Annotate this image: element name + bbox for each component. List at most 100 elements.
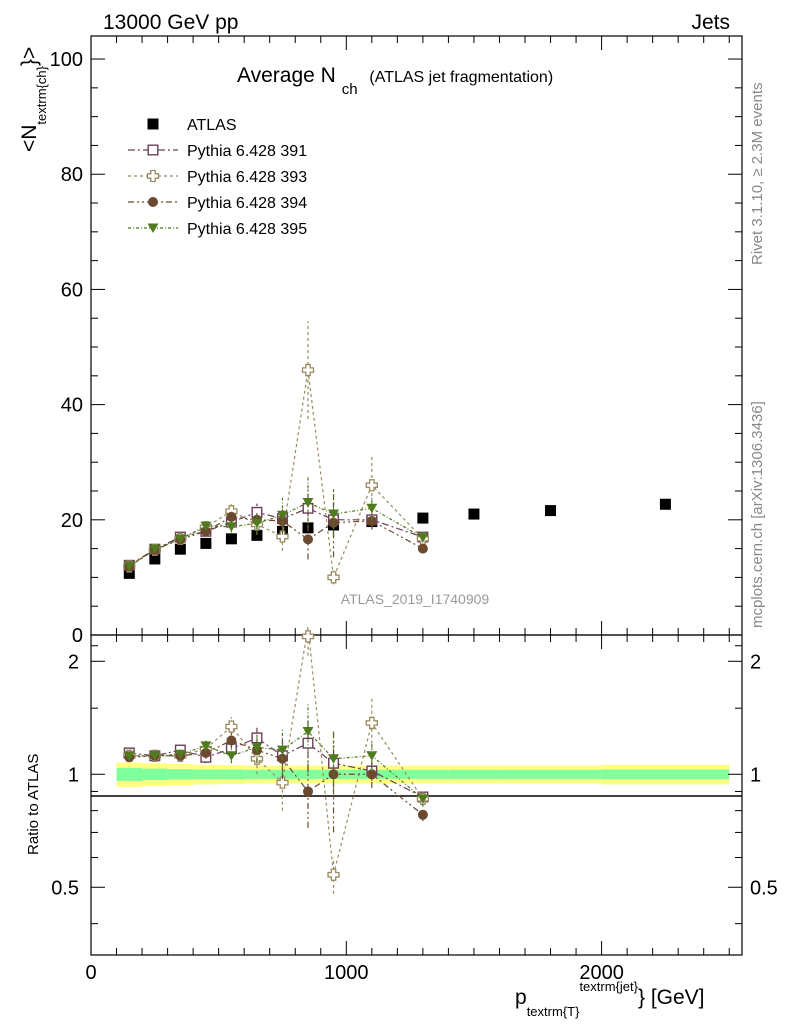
band-inner-segment — [397, 769, 449, 779]
ratio-point-pythia-6-428-393 — [365, 716, 378, 730]
point-pythia-6-428-395 — [276, 510, 288, 521]
y-tick-label: 0 — [72, 625, 83, 647]
ratio-point-pythia-6-428-393 — [301, 630, 315, 643]
ratio-line-pythia-6-428-395 — [129, 730, 424, 800]
series-line-pythia-6-428-391 — [128, 507, 424, 566]
ratio-point-pythia-6-428-395 — [200, 741, 212, 751]
legend-marker-pythia-6-428-393 — [146, 169, 160, 183]
title-sub: ch — [342, 81, 358, 98]
point-pythia-6-428-394 — [417, 543, 428, 554]
band-inner-segment — [601, 769, 730, 780]
legend: ATLAS Pythia 6.428 391 Pythia 6.428 393 Pyt… — [128, 117, 307, 238]
ratio-point-pythia-6-428-394 — [303, 786, 313, 797]
point-pythia-6-428-394 — [200, 526, 211, 537]
point-pythia-6-428-395 — [302, 498, 314, 508]
point-pythia-6-428-394 — [328, 517, 339, 528]
point-pythia-6-428-394 — [277, 515, 288, 526]
y-axis-label-ratio: Ratio to ATLAS — [25, 754, 42, 855]
ratio-point-pythia-6-428-394 — [200, 747, 211, 758]
y-axis-label-top: <Ntextrm{ch}}> — [18, 47, 49, 152]
ratio-point-pythia-6-428-394 — [366, 769, 377, 780]
point-atlas — [468, 508, 480, 520]
y-tick-label: 60 — [61, 279, 83, 301]
legend-marker-pythia-6-428-394 — [148, 197, 158, 207]
point-pythia-6-428-393 — [301, 363, 315, 377]
legend-label-pythia-6-428-393: Pythia 6.428 393 — [187, 169, 307, 186]
point-atlas — [149, 553, 161, 565]
point-atlas — [123, 567, 135, 579]
ratio-tick-label-right: 1 — [750, 764, 761, 786]
point-pythia-6-428-393 — [327, 571, 340, 584]
ratio-point-pythia-6-428-395 — [225, 751, 237, 761]
band-inner-segment — [448, 769, 500, 779]
point-atlas — [417, 512, 429, 524]
y-tick-label: 40 — [61, 395, 83, 417]
point-atlas — [659, 498, 671, 510]
legend-label-pythia-6-428-391: Pythia 6.428 391 — [187, 143, 307, 160]
series-line-pythia-6-428-393 — [128, 369, 424, 580]
band-inner-segment — [218, 769, 245, 780]
ratio-point-pythia-6-428-395 — [417, 794, 429, 804]
legend-label-pythia-6-428-395: Pythia 6.428 395 — [187, 221, 307, 238]
point-pythia-6-428-395 — [251, 518, 263, 529]
ratio-tick-label-right: 2 — [750, 651, 761, 673]
point-atlas — [251, 529, 263, 541]
title-main: Average N — [237, 64, 336, 87]
ratio-point-pythia-6-428-393 — [327, 868, 340, 881]
ratio-point-pythia-6-428-395 — [123, 751, 135, 761]
series-line-pythia-6-428-395 — [128, 501, 424, 567]
band-inner-segment — [193, 769, 219, 780]
point-pythia-6-428-395 — [174, 534, 186, 544]
legend-marker-pythia-6-428-391 — [147, 144, 159, 156]
ratio-panel-frame — [90, 634, 743, 956]
header-left: 13000 GeV pp — [103, 11, 238, 34]
mcplots-label: mcplots.cern.ch [arXiv:1306.3436] — [749, 401, 766, 628]
rivet-label: Rivet 3.1.10, ≥ 2.3M events — [749, 83, 766, 266]
x-tick-label: 2000 — [579, 962, 624, 984]
ratio-point-pythia-6-428-394 — [226, 735, 237, 746]
svg-text:Average N ch (ATLA: Average N ch (ATLAS jet fragmentation) — [237, 64, 553, 99]
ratio-tick-label-left: 2 — [68, 651, 79, 673]
point-pythia-6-428-395 — [123, 561, 135, 571]
point-atlas — [174, 543, 186, 555]
point-atlas — [545, 505, 557, 517]
point-pythia-6-428-395 — [225, 522, 237, 532]
ratio-tick-label-left: 0.5 — [51, 877, 79, 899]
ratio-point-pythia-6-428-395 — [328, 754, 340, 764]
header-right: Jets — [691, 11, 730, 34]
legend-marker-pythia-6-428-395 — [147, 223, 159, 233]
point-pythia-6-428-394 — [303, 534, 313, 545]
point-pythia-6-428-394 — [226, 511, 237, 522]
legend-marker-atlas — [147, 118, 159, 130]
point-pythia-6-428-395 — [366, 503, 378, 514]
x-tick-label: 1000 — [324, 962, 369, 984]
point-pythia-6-428-393 — [276, 530, 289, 543]
ratio-line-pythia-6-428-394 — [129, 739, 424, 816]
legend-label-pythia-6-428-394: Pythia 6.428 394 — [187, 195, 307, 212]
ratio-point-pythia-6-428-393 — [225, 720, 238, 733]
point-pythia-6-428-393 — [365, 479, 378, 492]
ratio-uncertainty-band — [116, 762, 730, 787]
y-tick-label: 20 — [61, 510, 83, 532]
plot-title: Average N ch (ATLAS jet fragmentation) — [237, 64, 553, 99]
band-inner-segment — [142, 768, 168, 781]
point-pythia-6-428-395 — [200, 521, 212, 532]
legend-label-atlas: ATLAS — [187, 117, 237, 134]
point-pythia-6-428-395 — [417, 533, 429, 543]
analysis-label: ATLAS_2019_I1740909 — [341, 591, 490, 607]
ratio-point-pythia-6-428-395 — [276, 745, 288, 756]
band-inner-segment — [116, 767, 143, 781]
ratio-tick-label-left: 1 — [68, 764, 79, 786]
point-pythia-6-428-395 — [328, 509, 340, 520]
x-tick-label: 0 — [85, 962, 96, 984]
data-series — [123, 321, 671, 894]
ratio-point-pythia-6-428-395 — [174, 749, 186, 760]
y-tick-label: 80 — [61, 164, 83, 186]
y-tick-label: 100 — [50, 49, 83, 71]
point-atlas — [200, 537, 212, 549]
point-pythia-6-428-394 — [366, 515, 377, 526]
band-inner-segment — [167, 769, 194, 780]
point-pythia-6-428-395 — [149, 544, 161, 555]
ratio-tick-label-right: 0.5 — [750, 877, 778, 899]
